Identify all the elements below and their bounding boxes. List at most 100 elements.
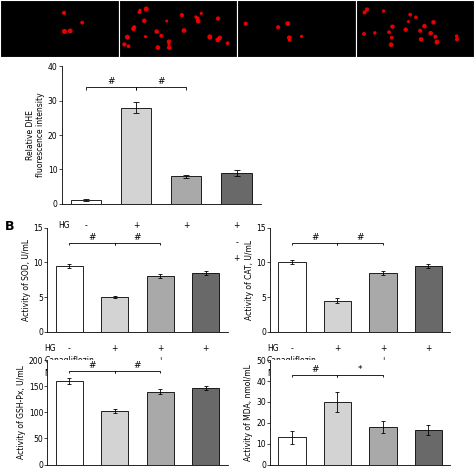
Point (284, 20, 292, 27)
Point (178, 11, 186, 19)
Text: +: + (425, 369, 432, 378)
Point (389, 23, 396, 30)
Bar (192, 273, 219, 332)
Bar (369, 273, 397, 332)
Point (214, 36, 222, 44)
Bar (101, 297, 128, 332)
Point (430, 18, 438, 26)
Text: -: - (135, 255, 137, 263)
Text: -: - (336, 356, 339, 365)
Text: B: B (5, 220, 14, 233)
Text: #: # (157, 77, 165, 86)
Text: Metformin: Metformin (44, 369, 83, 378)
Text: -: - (235, 238, 238, 247)
Text: +: + (202, 369, 209, 378)
Point (427, 29, 435, 37)
Point (286, 36, 293, 44)
Y-axis label: Activity of GSH-Px, U/mL: Activity of GSH-Px, U/mL (17, 365, 26, 459)
Bar (415, 266, 442, 332)
Text: -: - (185, 255, 188, 263)
Point (142, 33, 149, 40)
Point (387, 41, 395, 48)
Text: +: + (133, 221, 139, 230)
Text: #: # (311, 233, 319, 242)
Text: -: - (382, 369, 384, 378)
Point (433, 38, 441, 46)
Text: -: - (84, 221, 87, 230)
Point (143, 5, 150, 13)
Point (453, 36, 461, 43)
Point (216, 34, 224, 42)
Point (206, 33, 214, 41)
Point (130, 25, 137, 33)
Y-axis label: Activity of SOD, U/mL: Activity of SOD, U/mL (22, 238, 31, 321)
Text: *: * (358, 365, 363, 374)
Point (380, 7, 387, 15)
Point (154, 44, 162, 51)
Point (420, 22, 428, 30)
Text: +: + (233, 255, 240, 263)
Point (136, 9, 143, 16)
Text: +: + (111, 344, 118, 353)
Text: #: # (311, 365, 319, 374)
Text: Metformin: Metformin (58, 255, 98, 263)
Point (298, 33, 305, 40)
Bar (101, 411, 128, 465)
Text: +: + (183, 221, 190, 230)
Text: -: - (113, 356, 116, 365)
Point (363, 6, 371, 13)
Point (412, 13, 419, 21)
Point (214, 15, 222, 22)
Text: +: + (233, 221, 240, 230)
Point (431, 33, 439, 40)
Text: #: # (107, 77, 115, 86)
Text: #: # (134, 233, 141, 242)
Point (406, 11, 414, 18)
Text: -: - (135, 238, 137, 247)
Point (180, 27, 188, 34)
Point (417, 36, 425, 43)
Point (453, 32, 460, 40)
Point (165, 38, 173, 46)
Text: Metformin: Metformin (267, 369, 306, 378)
Point (157, 32, 165, 39)
Text: Canagliflozin: Canagliflozin (267, 356, 317, 365)
Point (402, 26, 410, 34)
Text: +: + (334, 344, 341, 353)
Text: -: - (68, 344, 71, 353)
Text: #: # (356, 233, 364, 242)
Point (388, 34, 395, 41)
Text: +: + (157, 356, 164, 365)
Text: HG: HG (44, 344, 56, 353)
Point (124, 33, 131, 41)
Text: -: - (427, 356, 430, 365)
Point (416, 27, 424, 35)
Point (274, 24, 282, 31)
Text: #: # (134, 361, 141, 370)
Point (163, 17, 171, 25)
Point (130, 23, 138, 31)
Text: Canagliflozin: Canagliflozin (44, 356, 94, 365)
Point (165, 44, 173, 51)
Text: HG: HG (58, 221, 70, 230)
Point (385, 28, 393, 36)
Text: -: - (68, 356, 71, 365)
Text: +: + (380, 344, 386, 353)
Text: +: + (425, 344, 432, 353)
Bar (324, 301, 351, 332)
Text: +: + (202, 344, 209, 353)
Text: -: - (204, 356, 207, 365)
Text: -: - (291, 344, 293, 353)
Text: -: - (159, 369, 162, 378)
Text: #: # (88, 361, 96, 370)
Point (121, 41, 128, 48)
Bar (55, 266, 83, 332)
Text: -: - (291, 356, 293, 365)
Bar (71, 201, 101, 204)
Text: -: - (291, 369, 293, 378)
Bar (278, 438, 306, 465)
Y-axis label: Activity of CAT, U/mL: Activity of CAT, U/mL (245, 239, 254, 320)
Point (285, 34, 293, 42)
Bar (0, 0, 118, 57)
Point (360, 30, 368, 38)
